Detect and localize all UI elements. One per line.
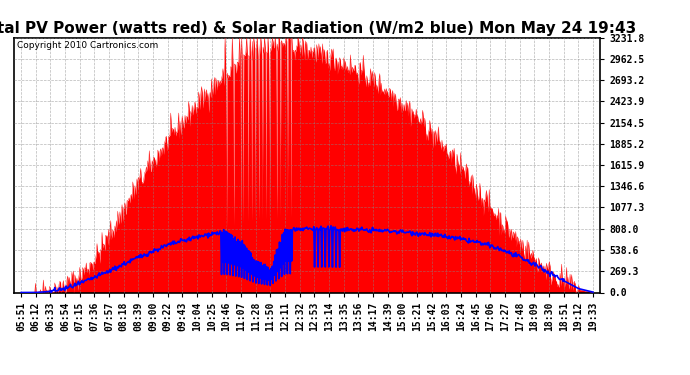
Text: Copyright 2010 Cartronics.com: Copyright 2010 Cartronics.com <box>17 41 158 50</box>
Title: Total PV Power (watts red) & Solar Radiation (W/m2 blue) Mon May 24 19:43: Total PV Power (watts red) & Solar Radia… <box>0 21 636 36</box>
